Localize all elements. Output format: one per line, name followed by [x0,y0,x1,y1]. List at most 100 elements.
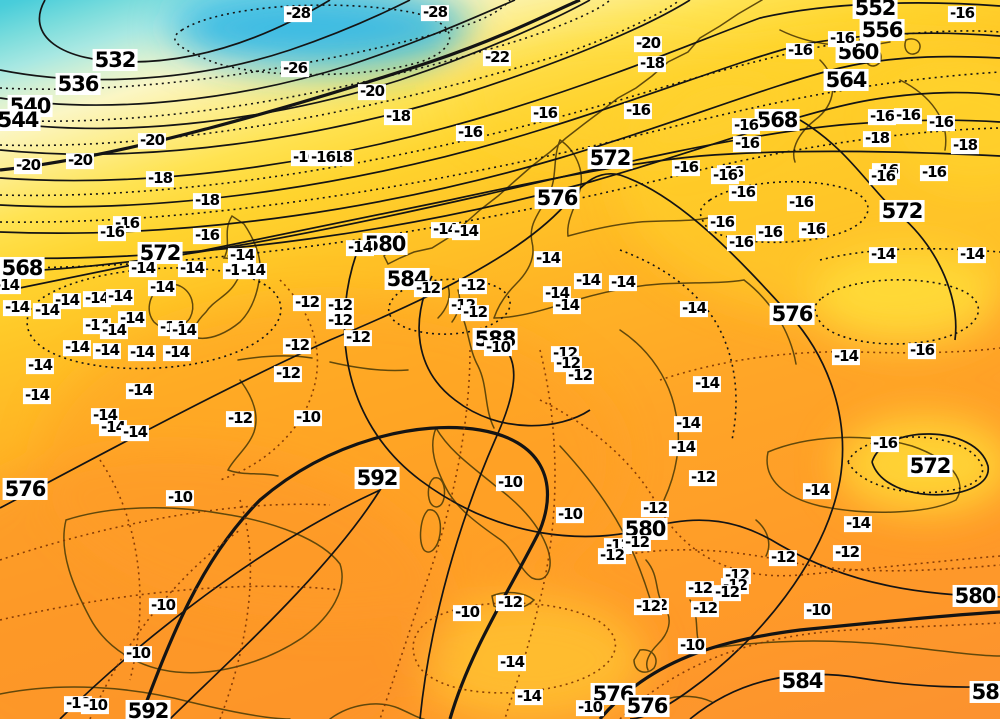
temperature-label: -10 [575,698,605,717]
geopotential-height-label: 572 [587,145,633,170]
temperature-label: -18 [145,169,175,188]
temperature-label: -12 [458,276,488,295]
temperature-label: -14 [92,341,122,360]
temperature-label: -12 [413,279,443,298]
temperature-label: -14 [552,296,582,315]
temperature-label: -12 [565,366,595,385]
temperature-label: -12 [622,533,652,552]
temperature-label: -16 [785,41,815,60]
temperature-label: -14 [105,287,135,306]
temperature-label: -10 [148,596,178,615]
temperature-label: -14 [82,289,112,308]
temperature-label: -10 [123,644,153,663]
temperature-label: -12 [325,311,355,330]
temperature-label: -14 [345,238,375,257]
temperature-label: -12 [460,303,490,322]
temperature-label: -12 [690,599,720,618]
geopotential-height-label: 568 [754,107,800,132]
geopotential-height-label: 564 [823,67,869,92]
temperature-label: -18 [862,129,892,148]
temperature-label: -14 [25,356,55,375]
temperature-label: -18 [192,191,222,210]
temperature-label: -12 [495,593,525,612]
temperature-label: -14 [227,246,257,265]
temperature-pocket [40,300,620,620]
temperature-label: -12 [282,336,312,355]
temperature-label: -16 [97,223,127,242]
temperature-pocket [415,598,645,719]
temperature-label: -14 [147,278,177,297]
geopotential-height-label: 576 [769,301,815,326]
temperature-label: -14 [514,687,544,706]
temperature-label: -14 [120,423,150,442]
temperature-label: -16 [926,113,956,132]
temperature-label: -14 [22,386,52,405]
temperature-label: -10 [165,488,195,507]
geopotential-height-label: 556 [859,17,905,42]
temperature-label: -14 [692,374,722,393]
temperature-label: -14 [573,271,603,290]
temperature-label: -14 [542,284,572,303]
geopotential-height-label: 568 [0,255,45,280]
geopotential-height-label: 544 [0,109,41,131]
temperature-label: -20 [65,151,95,170]
temperature-label: -16 [671,158,701,177]
temperature-label: -16 [755,223,785,242]
temperature-label: -14 [451,222,481,241]
temperature-label: -16 [308,148,338,167]
temperature-label: -14 [125,381,155,400]
temperature-label: -14 [238,261,268,280]
temperature-label: -16 [731,116,761,135]
temperature-label: -14 [497,653,527,672]
temperature-label: -16 [728,183,758,202]
temperature-label: -16 [786,193,816,212]
temperature-label: -16 [710,166,740,185]
isotherm-dotted-lines [0,0,1000,494]
temperature-label: -16 [530,104,560,123]
temperature-label: -14 [0,277,22,294]
temperature-label: -14 [608,273,638,292]
temperature-label: -28 [283,4,313,23]
geopotential-height-label: 580 [622,516,668,541]
temperature-label: -14 [98,418,128,437]
geopotential-height-label: 536 [55,71,101,96]
temperature-label: -18 [637,54,667,73]
temperature-label: -16 [893,106,923,125]
temperature-label: -14 [127,343,157,362]
temperature-label: -28 [420,3,450,22]
temperature-label: -14 [169,321,199,340]
temperature-label: -12 [325,296,355,315]
geopotential-height-label: 592 [125,700,171,719]
temperature-label: -14 [99,321,129,340]
temperature-label: -10 [293,408,323,427]
geopotential-height-label: 576 [534,185,580,210]
temperature-label: -16 [707,213,737,232]
temperature-label: -12 [597,546,627,565]
temperature-label: -14 [117,309,147,328]
temperature-label: -14 [668,438,698,457]
temperature-label: -12 [832,543,862,562]
temperature-label: -14 [90,406,120,425]
geopotential-height-label: 572 [879,198,925,223]
temperature-label: -12 [225,409,255,428]
temperature-label: -12 [633,597,663,616]
temperature-label: -14 [128,259,158,278]
temperature-label: -20 [137,131,167,150]
temperature-label: -10 [803,601,833,620]
geopotential-height-label: 576 [2,476,48,501]
temperature-label: -10 [452,603,482,622]
temperature-label: -14 [62,338,92,357]
temperature-label: -16 [726,233,756,252]
temperature-label: -12 [712,583,742,602]
temperature-label: -20 [13,156,43,175]
geopotential-height-label: 588 [969,681,1000,703]
temperature-label: -14 [843,514,873,533]
temperature-label: -16 [947,4,977,23]
temperature-label: -12 [273,364,303,383]
temperature-label: -22 [482,48,512,67]
temperature-label: -14 [831,347,861,366]
temperature-pocket [810,250,1000,346]
temperature-label: -14 [162,343,192,362]
